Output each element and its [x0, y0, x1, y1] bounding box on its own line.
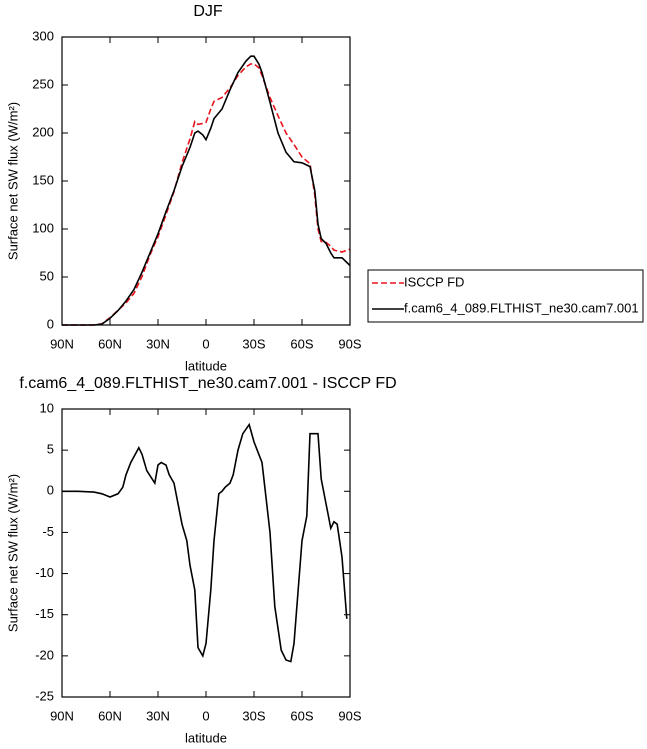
y-axis-label: Surface net SW flux (W/m²) [5, 474, 20, 632]
chart-title: DJF [193, 3, 223, 20]
y-tick-label: 10 [40, 400, 54, 415]
y-tick-label: 300 [32, 28, 54, 43]
x-axis-label: latitude [185, 358, 227, 373]
plot-frame [61, 36, 351, 326]
y-axis-label: Surface net SW flux (W/m²) [5, 102, 20, 260]
data-line [62, 63, 351, 326]
x-tick-label: 30N [146, 336, 170, 351]
x-tick-label: 60N [98, 336, 122, 351]
y-tick-label: 5 [47, 442, 54, 457]
x-tick-label: 90N [50, 708, 74, 723]
y-tick-label: -5 [42, 524, 54, 539]
y-tick-label: 50 [40, 268, 54, 283]
x-tick-label: 0 [202, 708, 209, 723]
x-tick-label: 90N [50, 336, 74, 351]
plot-frame [61, 408, 351, 698]
x-tick-label: 0 [202, 336, 209, 351]
chart-title: f.cam6_4_089.FLTHIST_ne30.cam7.001 - ISC… [19, 375, 396, 392]
data-line [62, 55, 351, 326]
y-tick-label: 200 [32, 124, 54, 139]
x-tick-label: 30S [242, 708, 265, 723]
y-tick-label: -10 [35, 565, 54, 580]
y-tick-label: -15 [35, 606, 54, 621]
y-tick-label: 0 [47, 483, 54, 498]
legend-box [367, 269, 644, 323]
x-tick-label: 90S [338, 336, 361, 351]
x-tick-label: 30S [242, 336, 265, 351]
y-tick-label: -20 [35, 647, 54, 662]
y-tick-label: 0 [47, 316, 54, 331]
x-tick-label: 90S [338, 708, 361, 723]
y-tick-label: 250 [32, 76, 54, 91]
y-tick-label: 150 [32, 172, 54, 187]
x-tick-label: 60S [290, 708, 313, 723]
x-tick-label: 60N [98, 708, 122, 723]
y-tick-label: -25 [35, 688, 54, 703]
x-tick-label: 30N [146, 708, 170, 723]
x-axis-label: latitude [185, 730, 227, 745]
legend-label: ISCCP FD [404, 274, 464, 289]
x-tick-label: 60S [290, 336, 313, 351]
legend-label: f.cam6_4_089.FLTHIST_ne30.cam7.001 [404, 300, 639, 315]
data-line [62, 422, 348, 663]
y-tick-label: 100 [32, 220, 54, 235]
